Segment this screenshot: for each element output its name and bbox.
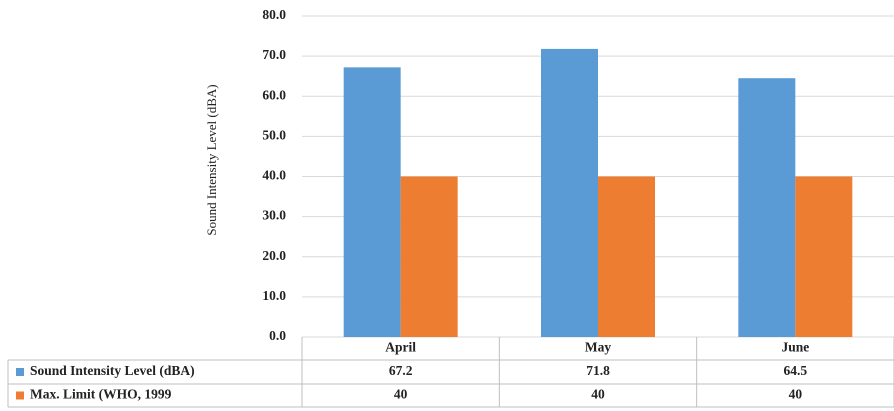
table-value: 40 [789,387,803,402]
table-value: 64.5 [784,363,808,378]
y-tick-label: 20.0 [262,248,286,263]
y-axis-label: Sound Intensity Level (dBA) [204,84,219,235]
y-tick-label: 50.0 [262,127,286,142]
bar [541,48,598,338]
bar [598,176,655,337]
y-tick-label: 70.0 [262,47,286,62]
y-tick-label: 0.0 [269,328,286,343]
bar [795,176,853,337]
table-value: 67.2 [389,363,413,378]
legend-label: Sound Intensity Level (dBA) [30,363,195,378]
y-tick-label: 10.0 [262,288,286,303]
table-value: 40 [591,387,605,402]
table-value: 40 [394,387,408,402]
table-value: 71.8 [586,363,610,378]
legend-swatch [16,391,24,400]
x-tick-label: April [385,340,416,355]
y-tick-label: 30.0 [262,208,286,223]
y-tick-label: 80.0 [262,7,286,22]
x-tick-label: May [585,340,611,355]
bar [738,78,796,337]
legend-label: Max. Limit (WHO, 1999 [30,387,172,402]
y-tick-label: 40.0 [262,168,286,183]
bar [343,67,401,338]
bar [400,176,458,337]
x-tick-label: June [781,340,809,355]
legend-swatch [16,368,24,376]
y-tick-label: 60.0 [262,87,286,102]
